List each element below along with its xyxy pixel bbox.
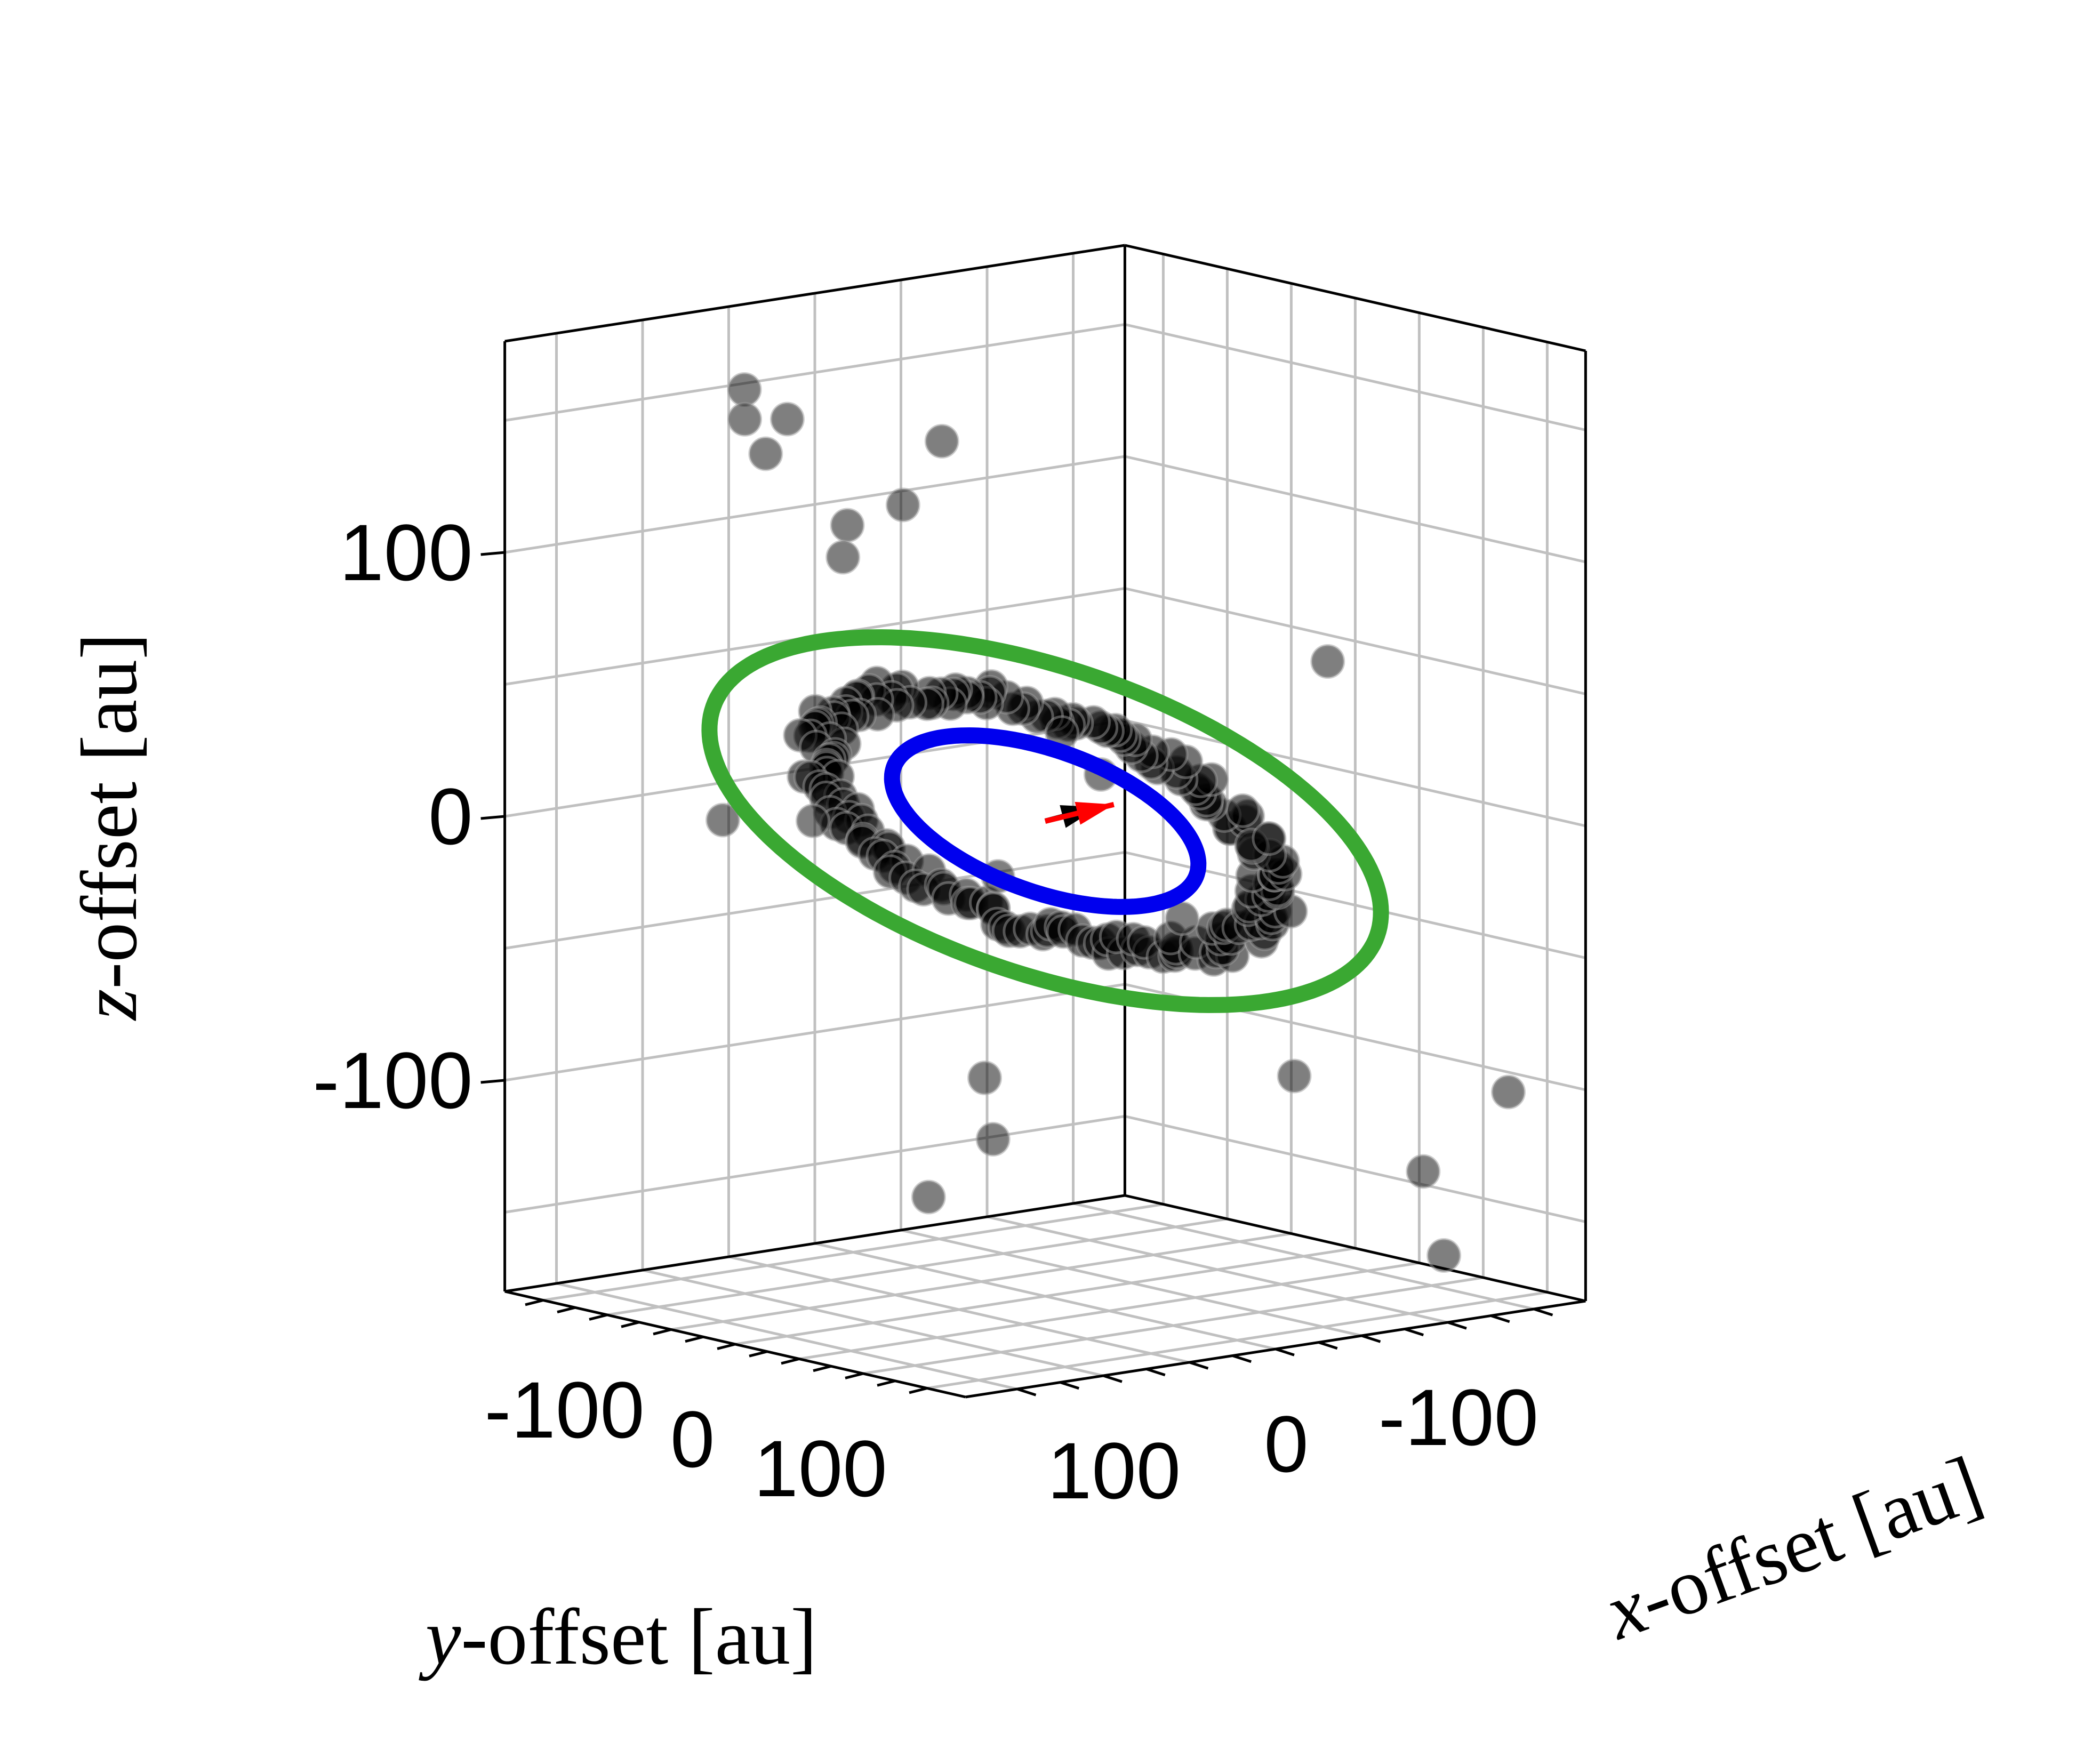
grid-line bbox=[556, 1282, 1018, 1391]
grid-line bbox=[799, 1262, 1420, 1360]
grid-line bbox=[504, 323, 1125, 422]
data-point bbox=[825, 540, 861, 575]
grid-line bbox=[728, 1255, 1190, 1364]
grid-line bbox=[1124, 323, 1586, 431]
x-tick bbox=[909, 1387, 928, 1394]
y-tick bbox=[1447, 1321, 1467, 1330]
plot-area bbox=[701, 372, 1526, 1273]
box-edge bbox=[504, 244, 1125, 343]
data-point bbox=[1225, 793, 1260, 828]
grid-line bbox=[814, 1242, 1276, 1351]
tick-labels: 100 0 -100 100 0 -100 -100 0 100 bbox=[312, 508, 1553, 1515]
y-tick-label: 100 bbox=[1047, 1426, 1181, 1515]
z-tick bbox=[480, 551, 505, 556]
grid-line bbox=[863, 1276, 1484, 1375]
y-tick-label: 0 bbox=[1264, 1399, 1308, 1489]
data-point bbox=[1491, 1074, 1526, 1110]
data-point bbox=[706, 802, 740, 838]
x-tick-label: -100 bbox=[484, 1365, 644, 1455]
x-tick bbox=[749, 1350, 768, 1358]
data-point bbox=[1310, 644, 1345, 679]
y-tick bbox=[1145, 1368, 1166, 1377]
y-tick bbox=[1016, 1387, 1037, 1396]
data-point bbox=[727, 402, 763, 437]
x-tick bbox=[653, 1328, 672, 1336]
grid-line bbox=[1124, 719, 1586, 828]
y-axis-title: y-offset [au] bbox=[419, 1593, 817, 1681]
x-tick bbox=[685, 1335, 704, 1343]
y-tick bbox=[1060, 1381, 1080, 1390]
data-point bbox=[727, 372, 762, 407]
x-tick-label: 0 bbox=[670, 1394, 715, 1484]
z-tick bbox=[480, 815, 505, 820]
x-tick bbox=[525, 1299, 544, 1306]
data-point bbox=[911, 1179, 946, 1215]
data-point bbox=[885, 487, 920, 523]
x-tick bbox=[781, 1358, 800, 1365]
data-point bbox=[748, 436, 783, 471]
grid-line bbox=[504, 455, 1125, 554]
data-point bbox=[975, 1122, 1011, 1157]
data-point bbox=[967, 1061, 1002, 1095]
box-edge bbox=[1124, 244, 1586, 352]
outer-ring bbox=[701, 629, 1389, 1013]
x-tick bbox=[877, 1379, 896, 1387]
y-tick bbox=[1232, 1354, 1252, 1363]
data-point bbox=[1277, 1058, 1312, 1094]
grid-line bbox=[1124, 455, 1586, 564]
vector-head bbox=[1075, 801, 1114, 825]
data-point bbox=[795, 804, 830, 838]
grid-line bbox=[927, 1291, 1548, 1390]
inner-ring bbox=[884, 727, 1207, 915]
data-point bbox=[770, 402, 805, 437]
box-edge bbox=[504, 1194, 1125, 1293]
box-edge bbox=[1124, 1194, 1586, 1303]
z-tick bbox=[480, 1079, 505, 1084]
y-tick bbox=[1275, 1347, 1295, 1356]
x-tick bbox=[621, 1321, 640, 1328]
z-axis-title: z-offset [au] bbox=[65, 633, 154, 1021]
y-tick bbox=[1533, 1307, 1553, 1316]
z-tick-label: -100 bbox=[312, 1035, 472, 1125]
grid-line bbox=[1124, 587, 1586, 695]
data-point bbox=[1426, 1238, 1462, 1273]
data-point bbox=[1252, 821, 1287, 856]
data-point bbox=[924, 424, 959, 459]
z-tick-label: 100 bbox=[339, 508, 472, 597]
x-tick bbox=[845, 1372, 864, 1379]
y-tick bbox=[1404, 1328, 1424, 1337]
x-tick bbox=[813, 1364, 832, 1372]
x-tick bbox=[557, 1306, 576, 1314]
x-tick bbox=[589, 1313, 608, 1321]
y-tick bbox=[1189, 1361, 1209, 1370]
y-tick bbox=[1318, 1341, 1338, 1350]
x-tick bbox=[717, 1343, 736, 1350]
data-point bbox=[1165, 901, 1200, 936]
z-tick-label: 0 bbox=[428, 772, 472, 861]
data-point bbox=[1406, 1154, 1441, 1189]
y-tick bbox=[1103, 1374, 1123, 1383]
grid-line bbox=[642, 1269, 1104, 1377]
y-tick-label: -100 bbox=[1378, 1372, 1538, 1462]
x-tick-label: 100 bbox=[754, 1424, 887, 1513]
y-tick bbox=[1490, 1314, 1510, 1323]
x-axis-title: x-offset [au] bbox=[1593, 1439, 1993, 1657]
y-tick bbox=[1361, 1334, 1381, 1343]
data-point bbox=[830, 508, 865, 543]
